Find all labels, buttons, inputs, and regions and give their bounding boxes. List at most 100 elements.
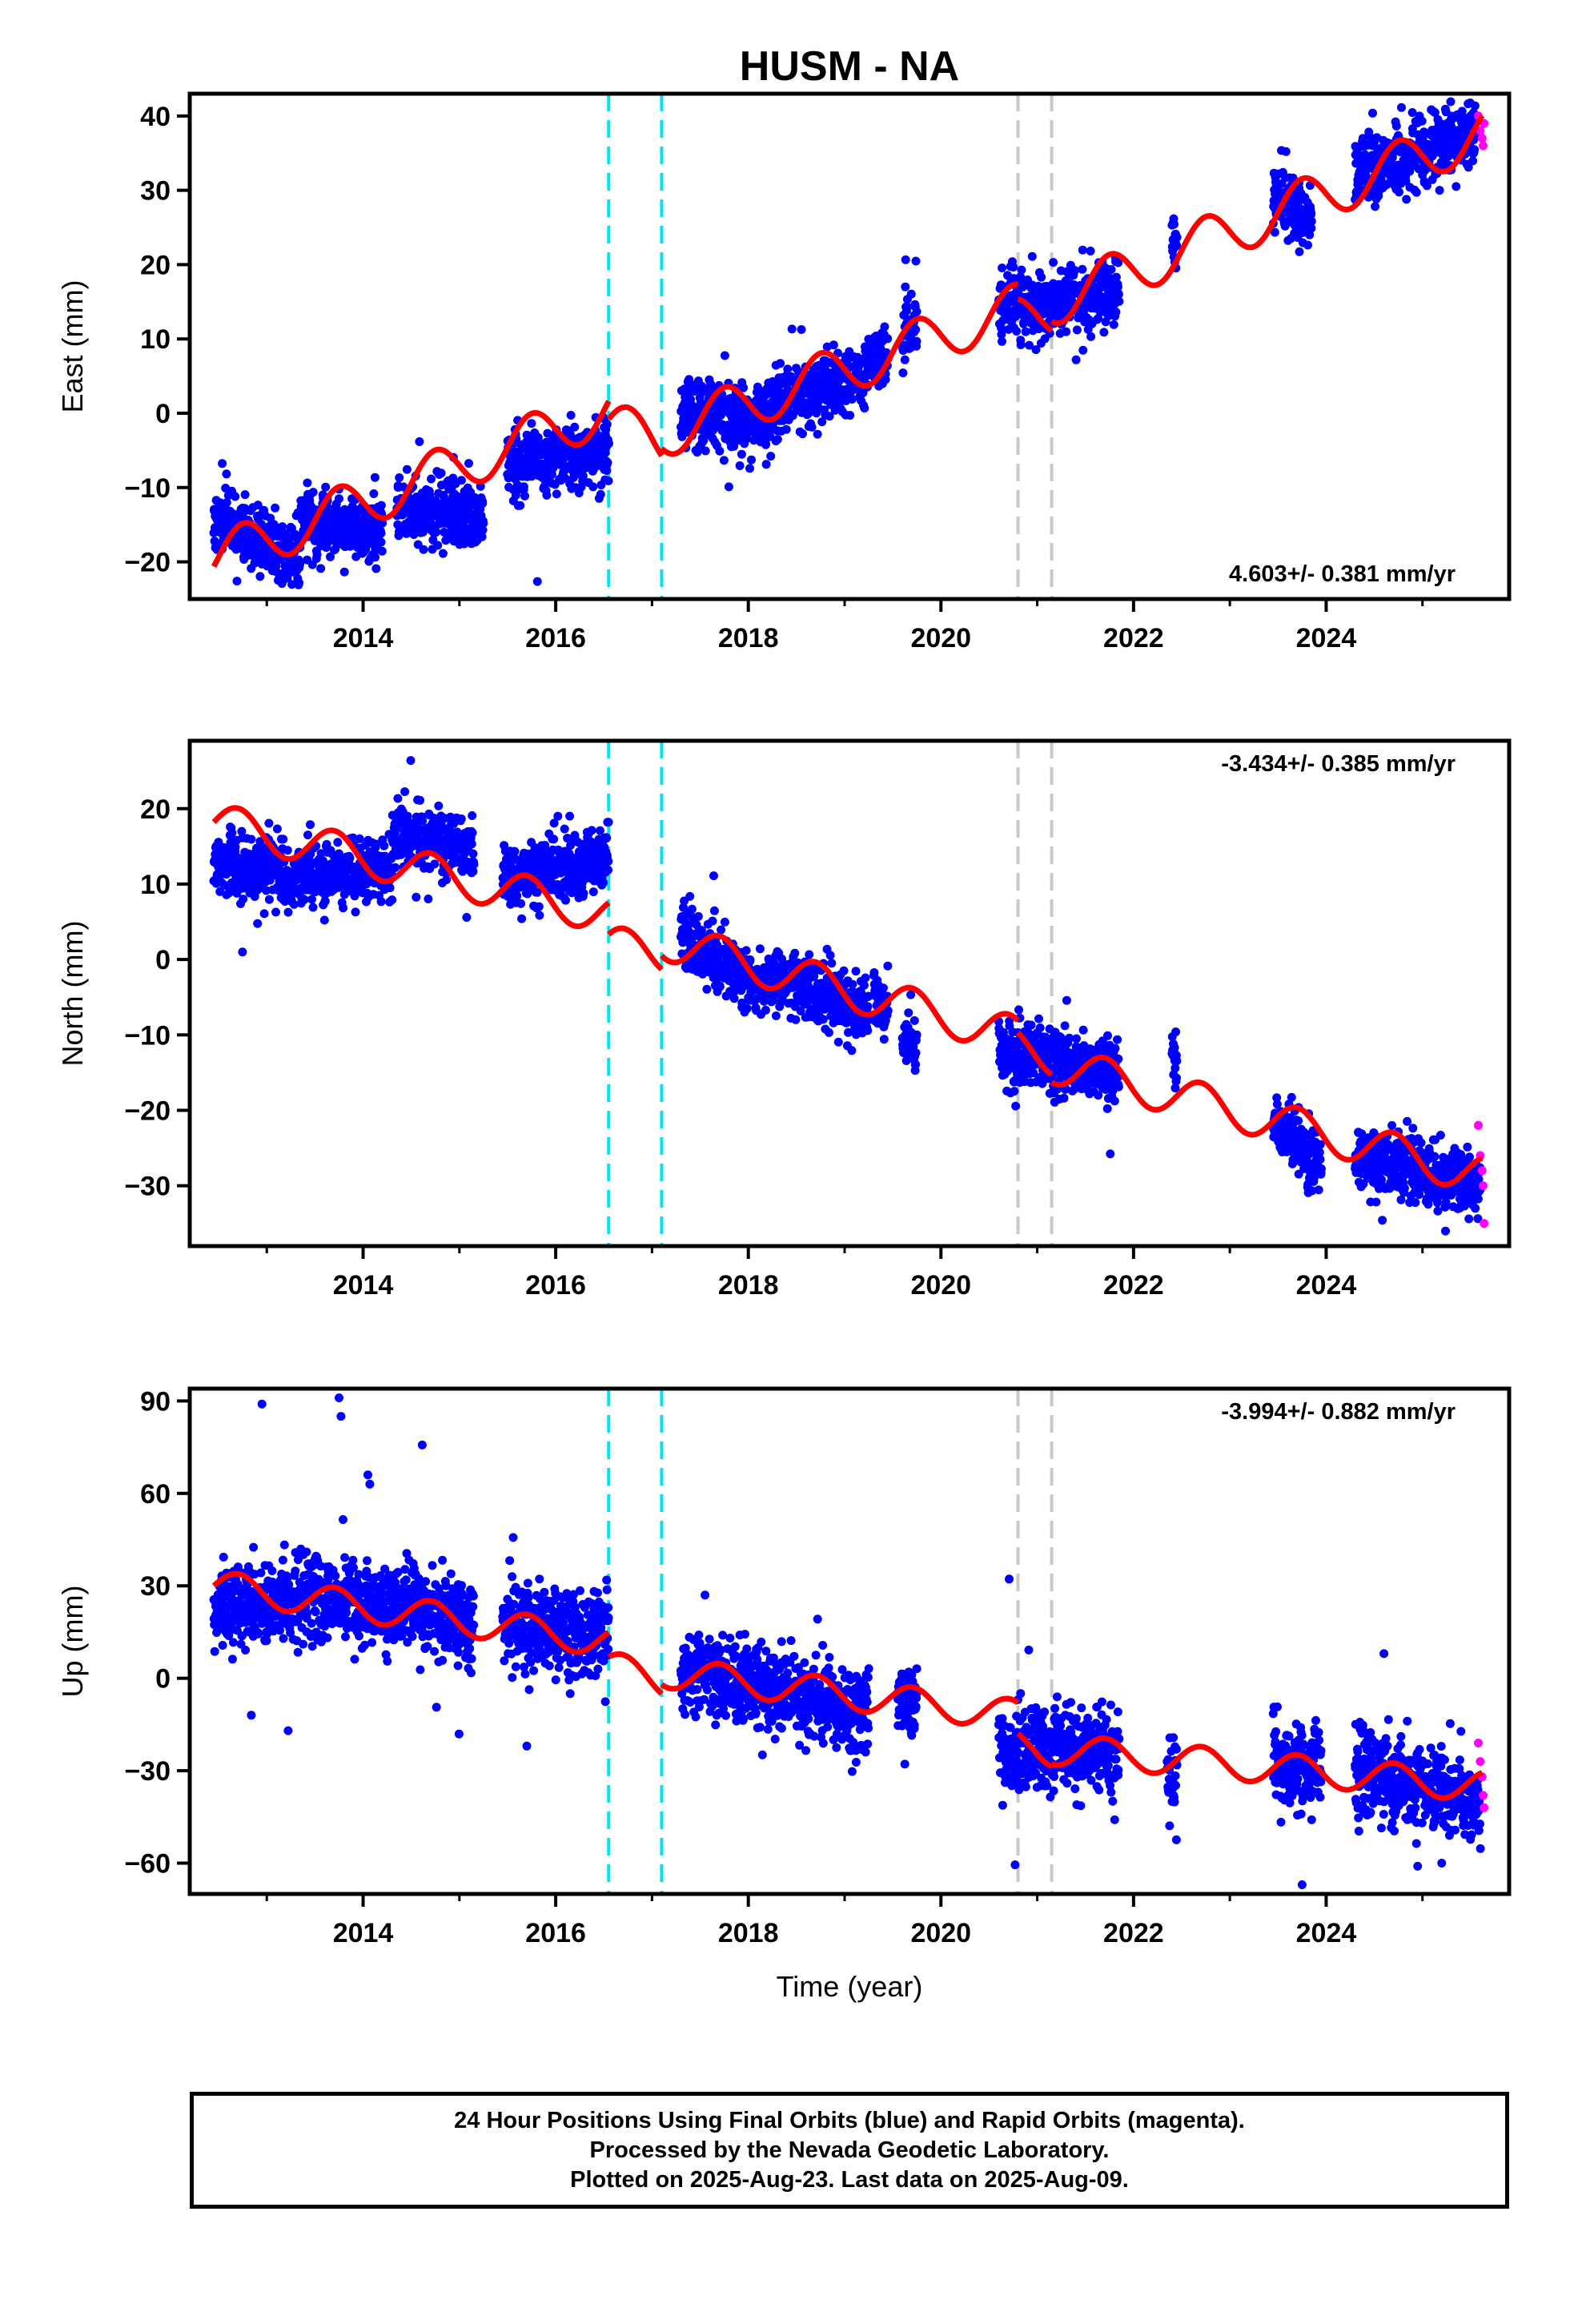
x-tick-label: 2020 [910,623,971,653]
final-orbit-point [1391,122,1401,131]
final-orbit-point [588,482,598,492]
final-orbit-point [299,895,309,904]
final-orbit-point [303,830,312,840]
final-orbit-point [1402,195,1411,204]
final-orbit-point [468,849,478,858]
final-orbit-point [432,527,441,537]
final-orbit-point [900,355,909,364]
final-orbit-point [387,895,397,905]
model-fit-line [1017,296,1054,333]
final-orbit-point [253,501,263,510]
final-orbit-point [345,853,355,862]
final-orbit-point [833,1037,843,1047]
rapid-orbit-point [1476,126,1485,135]
final-orbit-point [406,756,416,766]
final-orbit-point [520,491,529,501]
final-orbit-point [1114,290,1123,299]
final-orbit-point [395,473,404,482]
final-orbit-point [817,417,827,427]
final-orbit-point [516,899,526,908]
final-orbit-point [549,834,559,844]
final-orbit-point [1435,186,1444,195]
final-orbit-point [776,359,785,368]
final-orbit-point [289,899,299,909]
final-orbit-point [287,580,297,589]
final-orbit-point [1446,97,1456,107]
final-orbit-point [419,545,428,554]
final-orbit-point [693,911,703,921]
final-orbit-point [469,859,479,869]
final-orbit-point [761,1005,770,1015]
final-orbit-point [1468,156,1478,166]
final-orbit-point [739,383,749,392]
final-orbit-point [997,330,1006,340]
final-orbit-point [426,518,436,528]
final-orbit-point [701,446,710,456]
y-tick-label: −10 [124,473,171,504]
final-orbit-point [231,492,240,501]
final-orbit-point [464,459,473,468]
final-orbit-point [335,494,343,504]
final-orbit-point [415,437,424,446]
final-orbit-point [379,841,389,850]
final-orbit-point [1460,58,1469,67]
final-orbit-point [312,550,322,559]
final-orbit-point [687,904,697,914]
final-orbit-point [376,501,386,510]
x-tick-label: 2022 [1103,623,1164,653]
final-orbit-point [533,432,543,442]
final-orbit-point [735,432,745,442]
final-orbit-point [255,572,265,581]
final-orbit-point [1037,272,1046,282]
final-orbit-point [901,255,910,264]
rapid-orbit-point [1477,134,1487,143]
final-orbit-point [1111,308,1121,317]
final-orbit-point [1368,108,1377,118]
final-orbit-point [724,482,733,492]
final-orbit-point [371,553,380,562]
final-orbit-point [604,476,613,485]
final-orbit-point [824,1027,833,1037]
final-orbit-point [797,325,806,334]
final-orbit-point [596,489,605,499]
east-panel: 2014 2016 2018 2020 2022 2024−20−10010203040E… [56,58,1512,653]
final-orbit-point [369,489,379,498]
final-orbit-point [1016,340,1026,349]
final-orbit-point [998,336,1006,346]
plot-frame [187,91,1512,601]
final-orbit-point [391,862,400,872]
final-orbit-point [442,875,452,884]
final-orbit-point [339,567,349,577]
y-tick-label: 10 [140,324,171,355]
data-points [209,58,1489,589]
final-orbit-point [477,532,487,541]
final-orbit-point [339,903,348,913]
final-orbit-point [997,324,1006,332]
final-orbit-point [527,472,536,481]
final-orbit-point [1401,176,1411,186]
final-orbit-point [829,340,838,350]
final-orbit-point [264,895,274,904]
final-orbit-point [253,919,263,928]
final-orbit-point [791,1015,801,1024]
final-orbit-point [416,795,425,805]
final-orbit-point [355,834,364,843]
model-fit-line [211,400,612,568]
final-orbit-point [479,519,488,528]
final-orbit-point [348,833,358,842]
final-orbit-point [783,364,793,374]
final-orbit-point [239,895,248,904]
final-orbit-point [222,498,231,507]
final-orbit-point [1307,223,1316,233]
final-orbit-point [227,828,237,838]
final-orbit-point [1072,325,1082,335]
final-orbit-point [911,325,921,335]
final-orbit-point [1417,116,1427,126]
final-orbit-point [602,834,612,843]
final-orbit-point [1397,103,1406,112]
final-orbit-point [685,891,695,901]
final-orbit-point [237,826,247,836]
final-orbit-point [215,887,225,896]
final-orbit-point [1062,327,1071,336]
final-orbit-point [1012,327,1022,336]
